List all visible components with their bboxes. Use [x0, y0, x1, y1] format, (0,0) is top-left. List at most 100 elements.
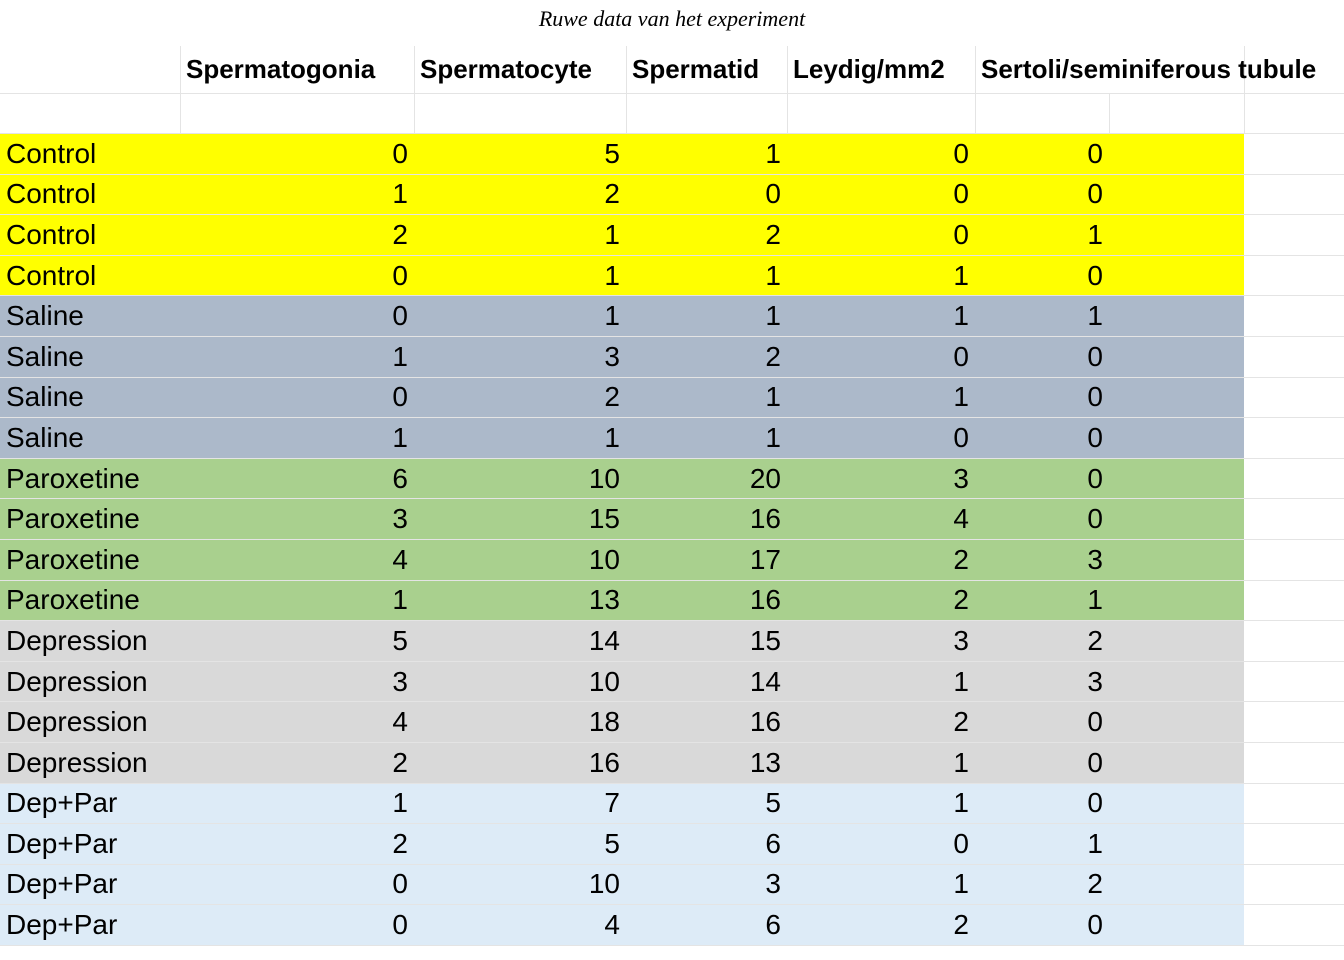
spermatid-cell[interactable]: 2 — [765, 218, 781, 250]
spermatid-cell[interactable]: 1 — [765, 137, 781, 169]
sertoli-cell[interactable]: 0 — [1087, 503, 1103, 535]
leydig-cell[interactable]: 0 — [953, 340, 969, 372]
spermatogonia-cell[interactable]: 0 — [392, 137, 408, 169]
sertoli-cell[interactable]: 0 — [1087, 787, 1103, 819]
sertoli-cell[interactable]: 0 — [1087, 746, 1103, 778]
sertoli-cell[interactable]: 0 — [1087, 340, 1103, 372]
spermatogonia-cell[interactable]: 2 — [392, 746, 408, 778]
spermatogonia-cell[interactable]: 2 — [392, 827, 408, 859]
spermatocyte-cell[interactable]: 1 — [604, 259, 620, 291]
spermatogonia-cell[interactable]: 1 — [392, 787, 408, 819]
spermatogonia-cell[interactable]: 1 — [392, 584, 408, 616]
leydig-cell[interactable]: 2 — [953, 909, 969, 941]
spermatocyte-cell[interactable]: 1 — [604, 300, 620, 332]
leydig-cell[interactable]: 2 — [953, 584, 969, 616]
spermatocyte-cell[interactable]: 5 — [604, 137, 620, 169]
group-cell[interactable]: Saline — [6, 300, 84, 332]
group-cell[interactable]: Control — [6, 218, 97, 250]
spermatocyte-cell[interactable]: 18 — [588, 706, 620, 738]
spermatid-cell[interactable]: 1 — [765, 421, 781, 453]
spermatocyte-cell[interactable]: 13 — [588, 584, 620, 616]
spermatogonia-cell[interactable]: 0 — [392, 909, 408, 941]
group-cell[interactable]: Depression — [6, 706, 148, 738]
spermatocyte-cell[interactable]: 2 — [604, 178, 620, 210]
sertoli-cell[interactable]: 0 — [1087, 462, 1103, 494]
leydig-cell[interactable]: 0 — [953, 827, 969, 859]
spermatocyte-cell[interactable]: 10 — [588, 665, 620, 697]
leydig-cell[interactable]: 2 — [953, 543, 969, 575]
spermatogonia-cell[interactable]: 0 — [392, 259, 408, 291]
group-cell[interactable]: Depression — [6, 665, 148, 697]
sertoli-cell[interactable]: 2 — [1087, 868, 1103, 900]
spermatid-cell[interactable]: 15 — [749, 624, 781, 656]
spermatocyte-cell[interactable]: 15 — [588, 503, 620, 535]
sertoli-cell[interactable]: 0 — [1087, 381, 1103, 413]
leydig-cell[interactable]: 1 — [953, 259, 969, 291]
sertoli-cell[interactable]: 0 — [1087, 706, 1103, 738]
group-cell[interactable]: Dep+Par — [6, 868, 118, 900]
group-cell[interactable]: Paroxetine — [6, 462, 140, 494]
spermatocyte-cell[interactable]: 10 — [588, 868, 620, 900]
spermatid-cell[interactable]: 1 — [765, 259, 781, 291]
spermatid-cell[interactable]: 13 — [749, 746, 781, 778]
leydig-cell[interactable]: 0 — [953, 218, 969, 250]
spermatogonia-cell[interactable]: 4 — [392, 543, 408, 575]
spermatogonia-cell[interactable]: 4 — [392, 706, 408, 738]
sertoli-cell[interactable]: 2 — [1087, 624, 1103, 656]
spermatocyte-cell[interactable]: 14 — [588, 624, 620, 656]
leydig-cell[interactable]: 0 — [953, 137, 969, 169]
spermatogonia-cell[interactable]: 1 — [392, 421, 408, 453]
spermatocyte-cell[interactable]: 5 — [604, 827, 620, 859]
spermatocyte-cell[interactable]: 16 — [588, 746, 620, 778]
group-cell[interactable]: Control — [6, 259, 97, 291]
spermatogonia-cell[interactable]: 3 — [392, 665, 408, 697]
sertoli-cell[interactable]: 0 — [1087, 178, 1103, 210]
spermatid-cell[interactable]: 6 — [765, 827, 781, 859]
sertoli-cell[interactable]: 1 — [1087, 827, 1103, 859]
group-cell[interactable]: Depression — [6, 624, 148, 656]
spermatocyte-cell[interactable]: 3 — [604, 340, 620, 372]
group-cell[interactable]: Paroxetine — [6, 543, 140, 575]
leydig-cell[interactable]: 3 — [953, 624, 969, 656]
spermatogonia-cell[interactable]: 6 — [392, 462, 408, 494]
sertoli-cell[interactable]: 0 — [1087, 909, 1103, 941]
group-cell[interactable]: Dep+Par — [6, 827, 118, 859]
sertoli-cell[interactable]: 1 — [1087, 584, 1103, 616]
spermatogonia-cell[interactable]: 0 — [392, 381, 408, 413]
group-cell[interactable]: Saline — [6, 340, 84, 372]
leydig-cell[interactable]: 1 — [953, 300, 969, 332]
spermatid-cell[interactable]: 17 — [749, 543, 781, 575]
spermatogonia-cell[interactable]: 3 — [392, 503, 408, 535]
leydig-cell[interactable]: 4 — [953, 503, 969, 535]
leydig-cell[interactable]: 1 — [953, 746, 969, 778]
group-cell[interactable]: Paroxetine — [6, 584, 140, 616]
spermatocyte-cell[interactable]: 1 — [604, 421, 620, 453]
sertoli-cell[interactable]: 1 — [1087, 300, 1103, 332]
spermatogonia-cell[interactable]: 2 — [392, 218, 408, 250]
spermatid-cell[interactable]: 3 — [765, 868, 781, 900]
spermatid-cell[interactable]: 1 — [765, 381, 781, 413]
spermatocyte-cell[interactable]: 10 — [588, 543, 620, 575]
spermatocyte-cell[interactable]: 4 — [604, 909, 620, 941]
group-cell[interactable]: Dep+Par — [6, 909, 118, 941]
sertoli-cell[interactable]: 3 — [1087, 665, 1103, 697]
leydig-cell[interactable]: 1 — [953, 868, 969, 900]
leydig-cell[interactable]: 0 — [953, 421, 969, 453]
spermatogonia-cell[interactable]: 1 — [392, 178, 408, 210]
spermatogonia-cell[interactable]: 0 — [392, 300, 408, 332]
sertoli-cell[interactable]: 3 — [1087, 543, 1103, 575]
sertoli-cell[interactable]: 0 — [1087, 259, 1103, 291]
leydig-cell[interactable]: 1 — [953, 665, 969, 697]
group-cell[interactable]: Control — [6, 137, 97, 169]
spermatogonia-cell[interactable]: 0 — [392, 868, 408, 900]
leydig-cell[interactable]: 2 — [953, 706, 969, 738]
group-cell[interactable]: Saline — [6, 381, 84, 413]
leydig-cell[interactable]: 1 — [953, 381, 969, 413]
spermatocyte-cell[interactable]: 7 — [604, 787, 620, 819]
group-cell[interactable]: Paroxetine — [6, 503, 140, 535]
leydig-cell[interactable]: 0 — [953, 178, 969, 210]
spermatocyte-cell[interactable]: 10 — [588, 462, 620, 494]
spermatocyte-cell[interactable]: 1 — [604, 218, 620, 250]
spermatid-cell[interactable]: 2 — [765, 340, 781, 372]
leydig-cell[interactable]: 1 — [953, 787, 969, 819]
